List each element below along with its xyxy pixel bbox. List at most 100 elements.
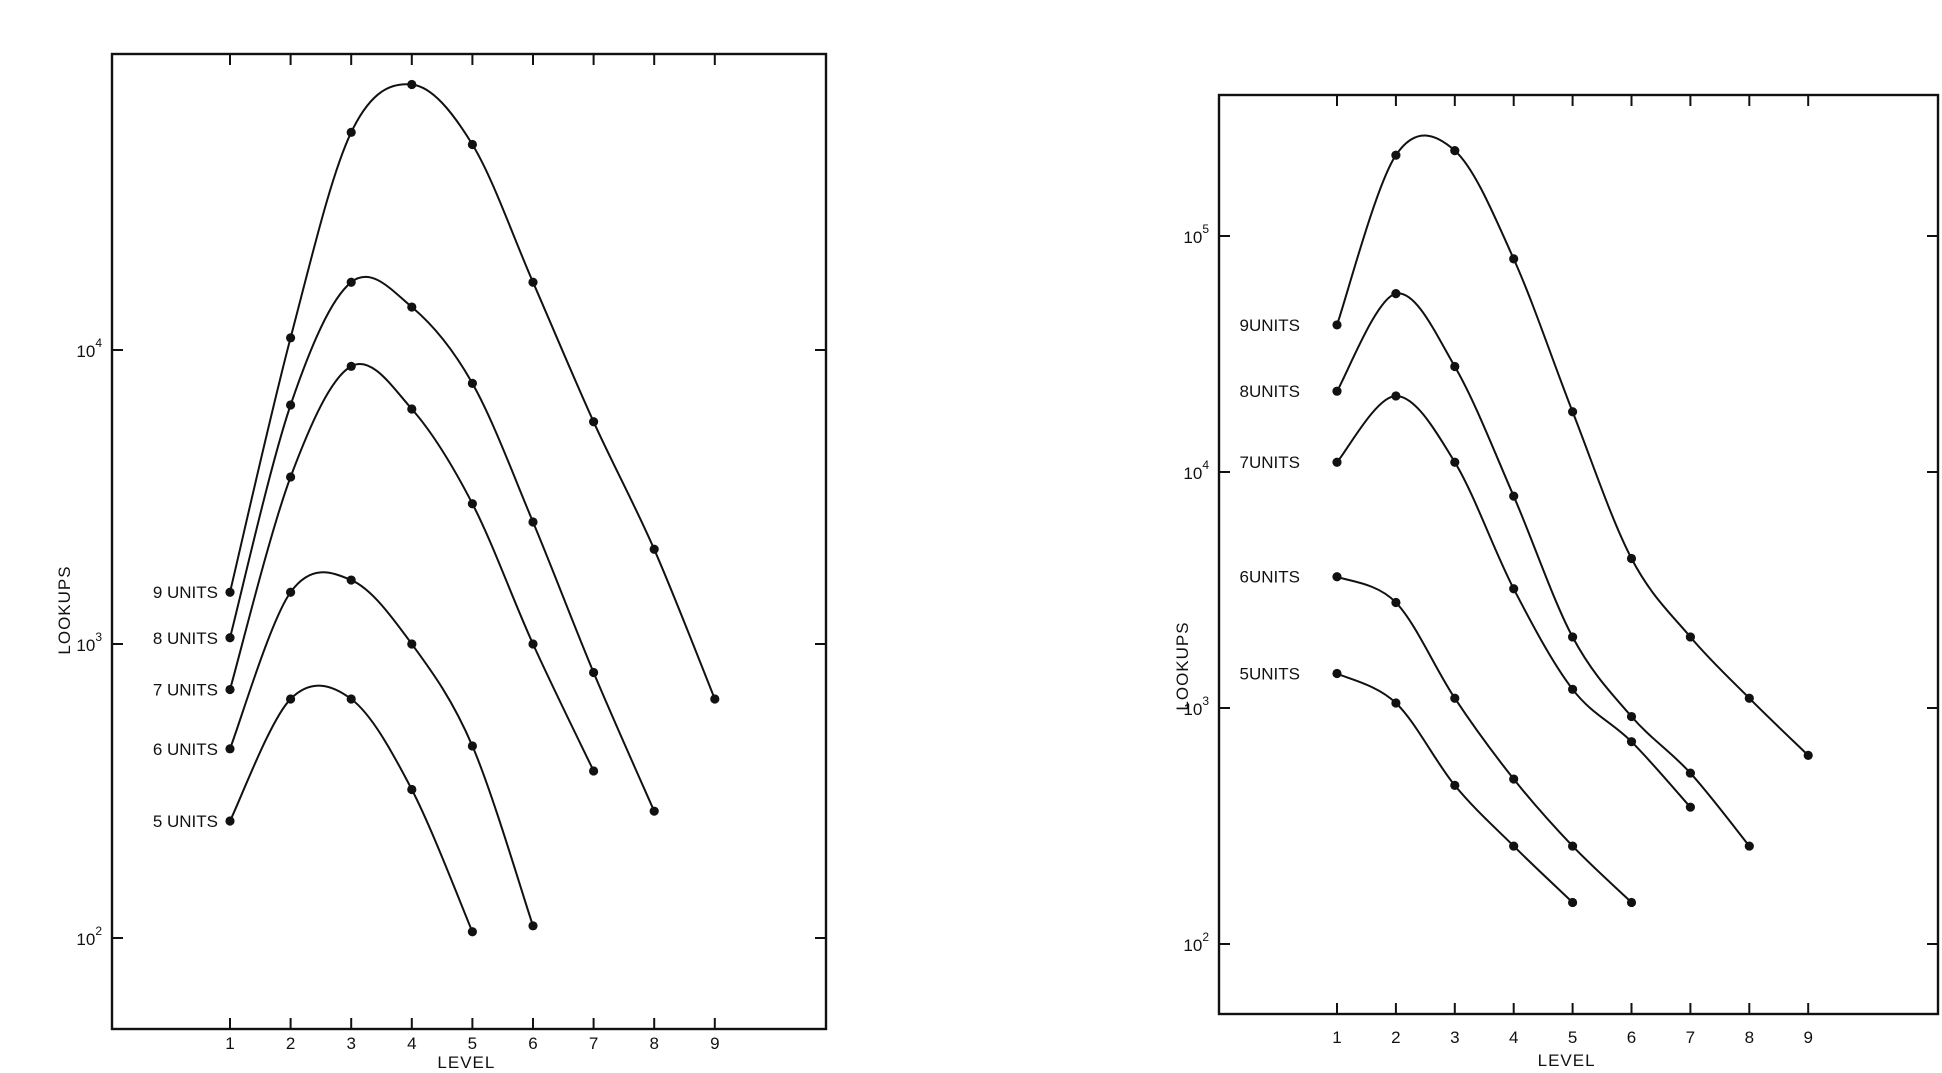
data-point: [1391, 698, 1401, 708]
data-point: [1744, 693, 1754, 703]
x-tick-label: 9: [1803, 1028, 1812, 1047]
y-tick-label: 103: [76, 630, 102, 655]
data-point: [1685, 802, 1695, 812]
y-tick-label: 104: [1183, 458, 1209, 483]
x-tick-label: 1: [1332, 1028, 1341, 1047]
data-point: [225, 587, 235, 597]
series-label: 5UNITS: [1240, 665, 1300, 684]
data-point: [1391, 597, 1401, 608]
series-label: 7UNITS: [1240, 453, 1300, 472]
x-tick-label: 2: [286, 1034, 295, 1053]
data-point: [1509, 254, 1519, 264]
data-point: [649, 544, 659, 554]
x-tick-label: 9: [710, 1034, 719, 1053]
data-point: [1450, 146, 1460, 156]
data-point: [1626, 897, 1637, 908]
data-point: [225, 684, 235, 695]
data-point: [407, 302, 417, 312]
data-point: [710, 694, 720, 704]
series-line: [1336, 292, 1751, 847]
data-point: [346, 361, 356, 371]
y-tick-label: 103: [1183, 694, 1209, 719]
x-axis-label: LEVEL: [1538, 1051, 1596, 1070]
data-point: [1626, 553, 1637, 564]
data-point: [1685, 632, 1695, 642]
data-point: [1391, 289, 1401, 299]
data-point: [467, 741, 477, 751]
x-tick-label: 5: [1568, 1028, 1577, 1047]
series-label: 6UNITS: [1240, 568, 1300, 587]
data-point: [1626, 737, 1637, 747]
data-point: [225, 816, 235, 826]
series-label: 9 UNITS: [153, 583, 218, 602]
series-line: [1336, 394, 1692, 808]
series-line: [229, 275, 656, 812]
data-point: [346, 277, 356, 287]
data-point: [467, 927, 477, 937]
data-point: [1509, 841, 1519, 851]
x-tick-label: 8: [649, 1034, 658, 1053]
data-point: [1568, 897, 1578, 908]
data-point: [467, 378, 477, 388]
data-point: [1332, 668, 1342, 679]
y-tick-label: 104: [76, 336, 102, 361]
series-label: 6 UNITS: [153, 740, 218, 759]
x-tick-label: 1: [225, 1034, 234, 1053]
data-point: [649, 806, 659, 816]
x-tick-label: 2: [1391, 1028, 1400, 1047]
data-point: [467, 139, 477, 150]
data-point: [1332, 386, 1342, 396]
data-point: [467, 499, 477, 509]
data-point: [1450, 457, 1460, 467]
x-tick-label: 7: [589, 1034, 598, 1053]
data-point: [1626, 711, 1637, 722]
data-point: [528, 921, 538, 931]
series-line: [229, 684, 474, 933]
series-line: [229, 83, 716, 700]
series-line: [229, 571, 534, 927]
data-point: [1332, 320, 1342, 330]
plot-frame: [1217, 93, 1940, 1016]
data-point: [1509, 584, 1519, 594]
data-point: [589, 417, 599, 427]
y-tick-label: 102: [76, 924, 102, 949]
data-point: [528, 517, 538, 527]
data-point: [407, 639, 417, 649]
data-point: [1391, 391, 1401, 401]
data-point: [225, 744, 235, 754]
data-point: [346, 694, 356, 704]
data-point: [1509, 774, 1519, 784]
data-point: [286, 472, 296, 482]
data-point: [1568, 684, 1578, 694]
data-point: [1803, 750, 1813, 760]
series-label: 8 UNITS: [153, 629, 218, 648]
x-tick-label: 6: [1627, 1028, 1636, 1047]
data-point: [286, 694, 296, 704]
x-tick-label: 5: [468, 1034, 477, 1053]
chart-left: 1 2 3 4 5 6 7 8 9 102 103 104 LEVEL LOOKUPS 9 UNITS 8 U…: [55, 52, 828, 1072]
data-point: [1450, 361, 1460, 372]
plot-frame: [110, 52, 828, 1031]
data-point: [1568, 841, 1578, 851]
data-point: [1450, 693, 1460, 703]
data-point: [286, 587, 296, 597]
data-point: [1568, 632, 1578, 642]
data-point: [1332, 572, 1342, 582]
data-point: [589, 766, 599, 776]
data-point: [528, 639, 538, 649]
data-point: [346, 127, 356, 137]
data-point: [589, 667, 599, 678]
data-point: [286, 400, 296, 410]
data-point: [407, 404, 417, 414]
y-tick-label: 102: [1183, 930, 1209, 955]
series-label: 8UNITS: [1240, 382, 1300, 401]
x-tick-label: 6: [528, 1034, 537, 1053]
data-point: [225, 633, 235, 643]
data-point: [1568, 407, 1578, 417]
series-label: 5 UNITS: [153, 812, 218, 831]
x-tick-label: 3: [346, 1034, 355, 1053]
data-point: [1509, 491, 1519, 501]
data-point: [1685, 768, 1695, 778]
series-label: 7 UNITS: [153, 681, 218, 700]
